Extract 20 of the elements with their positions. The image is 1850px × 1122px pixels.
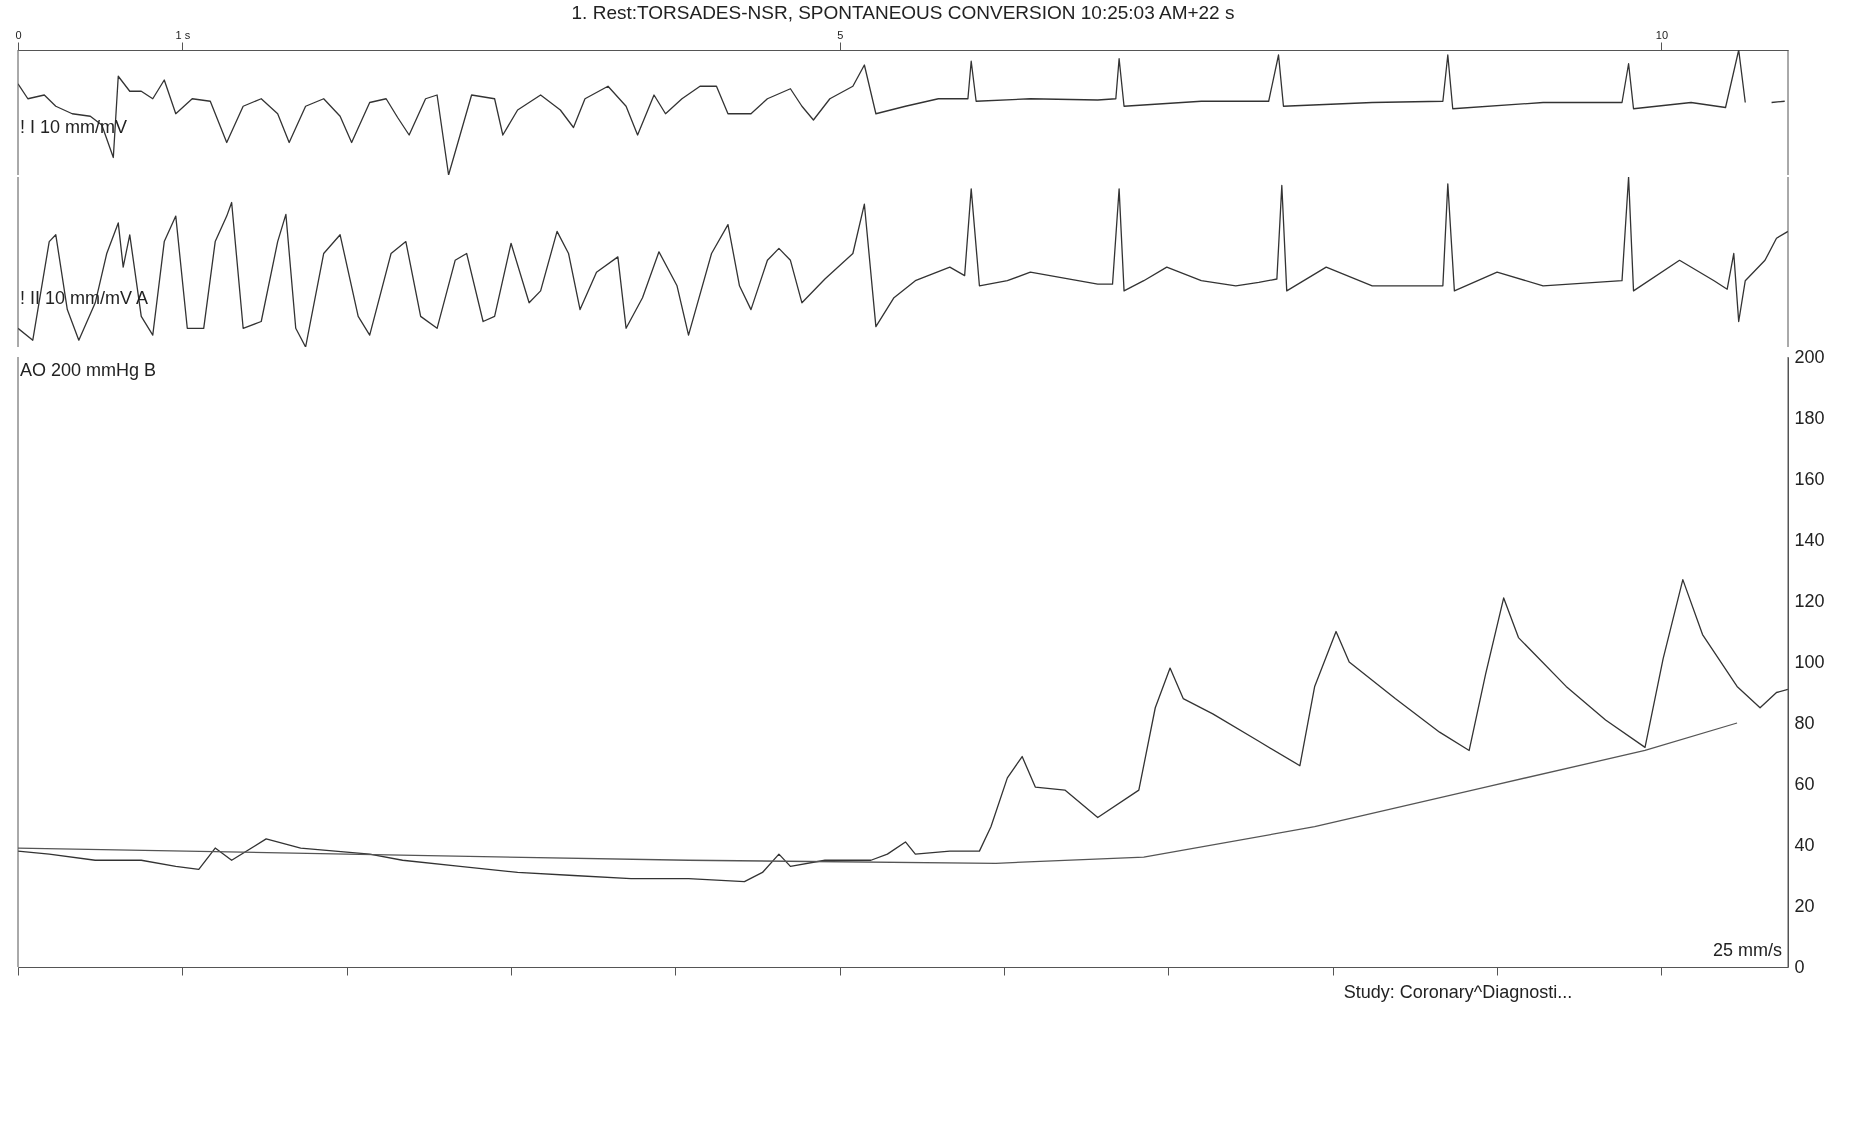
y-axis-title: AO 200 mmHg B xyxy=(20,360,157,380)
y-tick-label: 0 xyxy=(1794,956,1805,977)
text: Study: Coronary^Diagnosti... xyxy=(1343,982,1573,1002)
line-series xyxy=(18,579,1788,883)
y-tick-label: 160 xyxy=(1794,468,1825,489)
y-tick-label: 140 xyxy=(1794,529,1825,550)
y-tick-label: 100 xyxy=(1794,651,1825,672)
x-tick-label: 5 xyxy=(837,28,844,41)
y-tick-label: 80 xyxy=(1794,712,1815,733)
chart-title: 1. Rest:TORSADES-NSR, SPONTANEOUS CONVERSION 10:25:03 AM+22 s xyxy=(571,2,1235,23)
y-tick-label: 60 xyxy=(1794,773,1815,794)
y-tick-label: 120 xyxy=(1794,590,1825,611)
y-tick-label: 40 xyxy=(1794,834,1815,855)
x-tick-label: 10 xyxy=(1655,28,1669,41)
y-tick-label: 20 xyxy=(1794,895,1815,916)
y-tick-label: 200 xyxy=(1794,346,1825,367)
x-tick-label: 1 s xyxy=(175,28,191,41)
annotation: 25 mm/s xyxy=(1712,940,1782,960)
y-tick-label: 180 xyxy=(1794,407,1825,428)
x-tick-label: 0 xyxy=(15,28,22,41)
